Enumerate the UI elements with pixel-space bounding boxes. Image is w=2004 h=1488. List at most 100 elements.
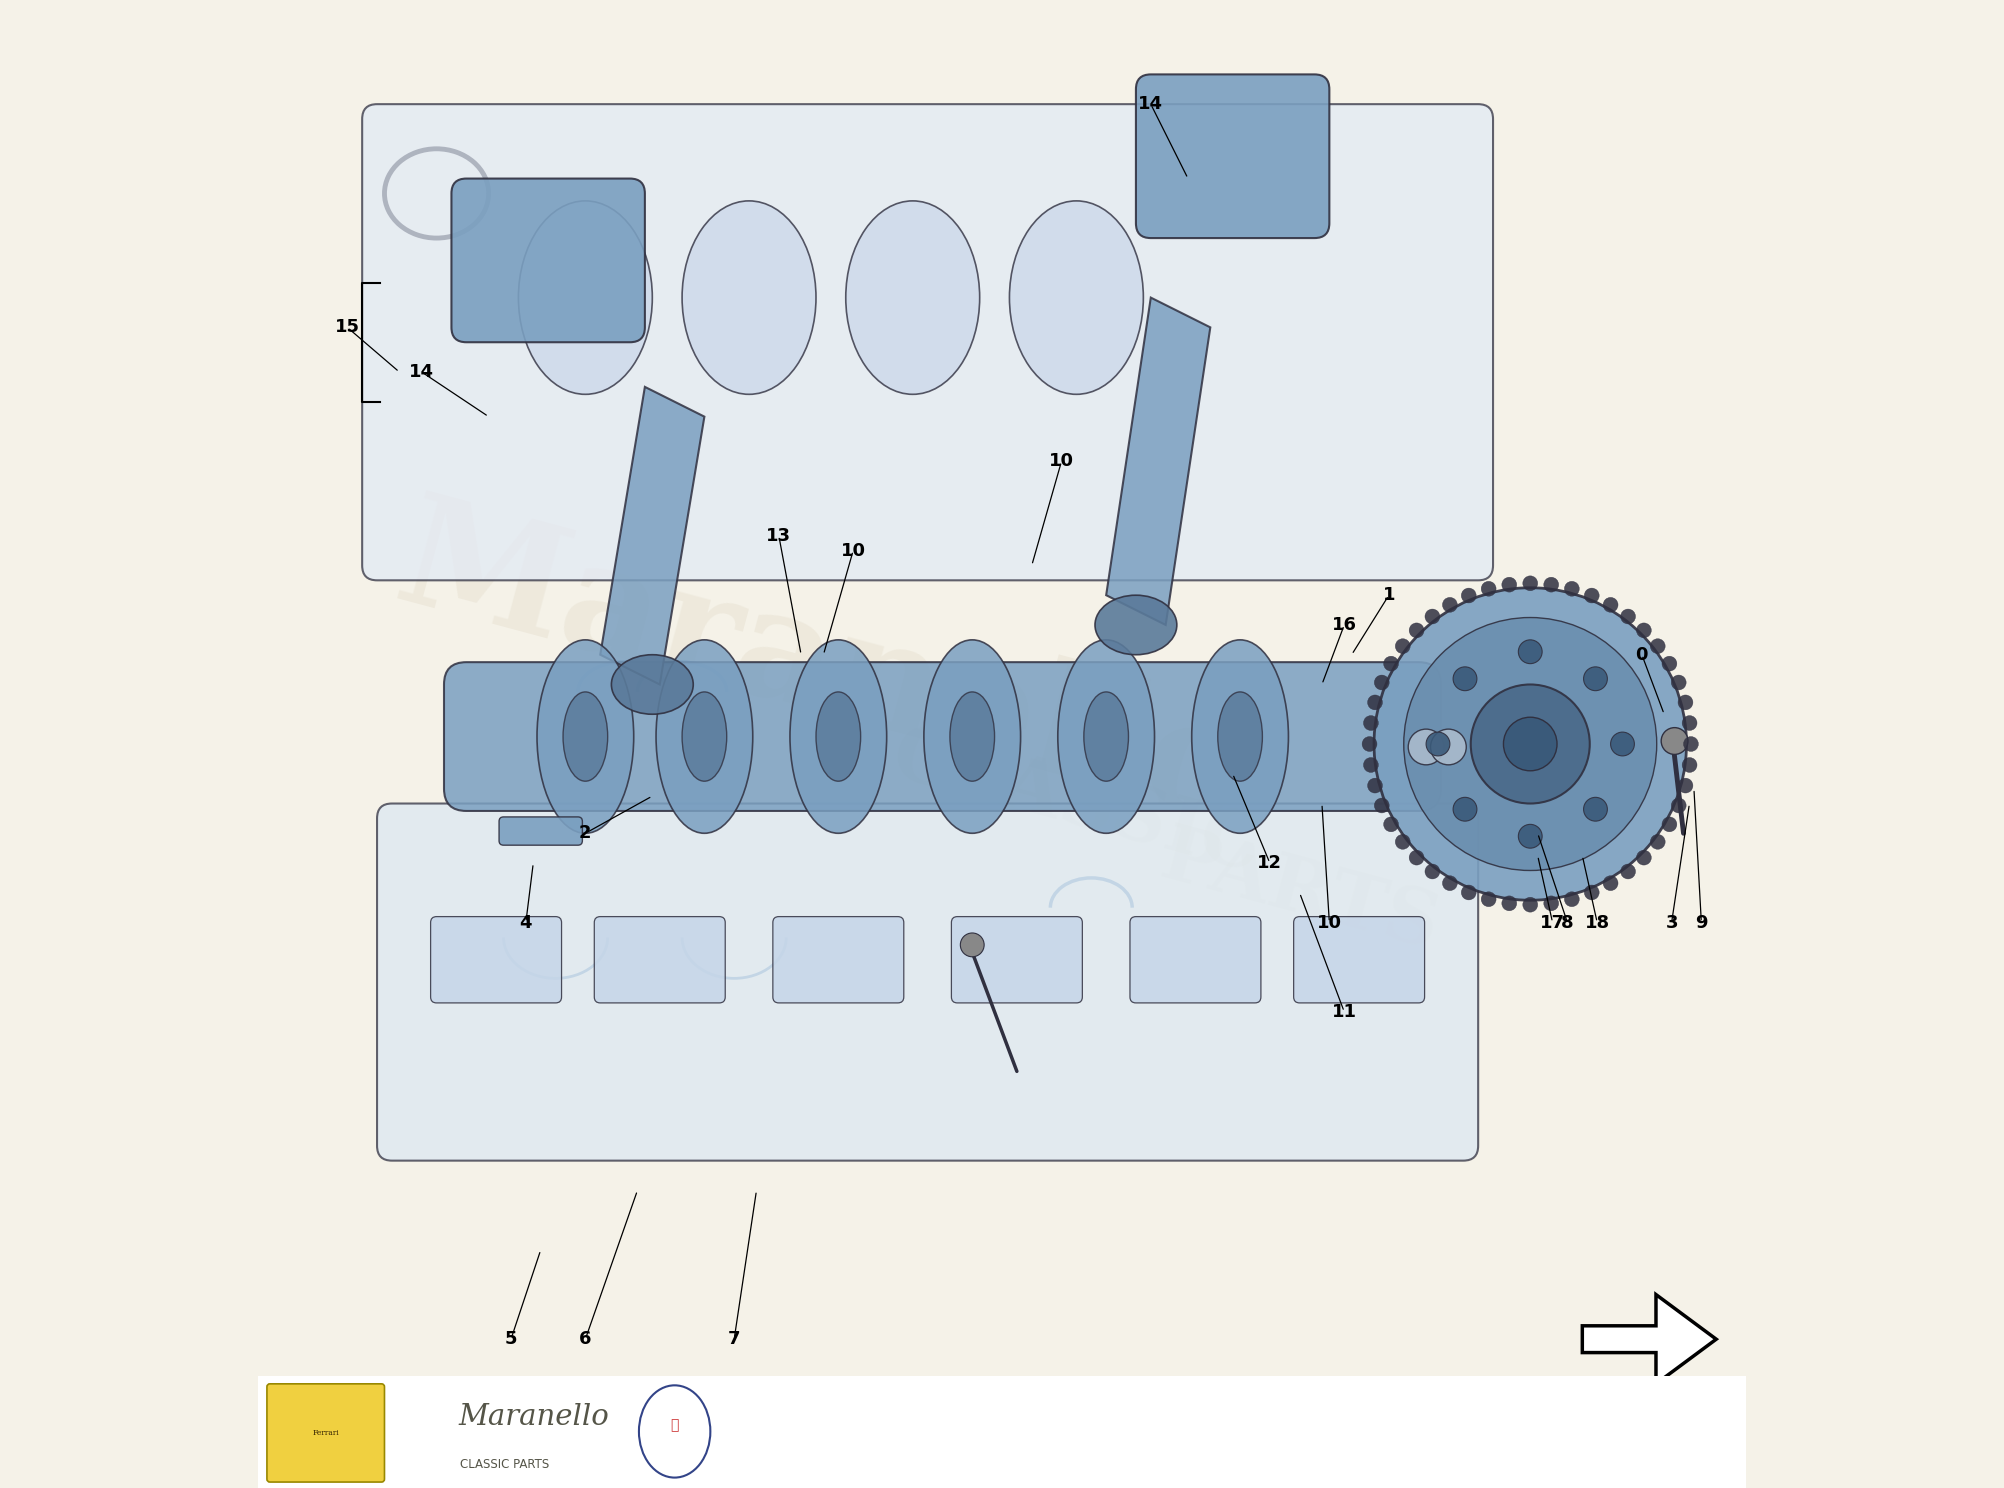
Circle shape <box>1677 695 1693 710</box>
Circle shape <box>1503 717 1557 771</box>
FancyBboxPatch shape <box>499 817 583 845</box>
Circle shape <box>1367 778 1383 793</box>
Text: 6: 6 <box>579 1330 591 1348</box>
Circle shape <box>1603 597 1617 612</box>
Circle shape <box>1585 885 1599 900</box>
Text: CLASSIC PARTS: CLASSIC PARTS <box>461 1458 549 1470</box>
Text: 5: 5 <box>505 1330 517 1348</box>
Circle shape <box>1523 897 1537 912</box>
Text: 11: 11 <box>1333 1003 1357 1021</box>
Ellipse shape <box>1218 692 1263 781</box>
Circle shape <box>1453 667 1477 690</box>
Text: 9: 9 <box>1695 914 1707 931</box>
Circle shape <box>1425 609 1439 623</box>
Circle shape <box>1651 638 1665 653</box>
Circle shape <box>1565 582 1579 597</box>
Circle shape <box>960 933 984 957</box>
Ellipse shape <box>1058 640 1154 833</box>
Ellipse shape <box>816 692 860 781</box>
Text: 13: 13 <box>766 527 792 545</box>
Circle shape <box>1363 716 1379 731</box>
Text: 3: 3 <box>1665 914 1677 931</box>
Circle shape <box>1585 588 1599 603</box>
Text: 1: 1 <box>1383 586 1395 604</box>
Text: 16: 16 <box>1333 616 1357 634</box>
Circle shape <box>1621 609 1635 623</box>
FancyBboxPatch shape <box>451 179 645 342</box>
Circle shape <box>1681 716 1697 731</box>
Circle shape <box>1481 891 1497 906</box>
Circle shape <box>1427 732 1449 756</box>
Circle shape <box>1543 577 1559 592</box>
Circle shape <box>1367 695 1383 710</box>
FancyBboxPatch shape <box>1295 917 1425 1003</box>
Circle shape <box>1363 737 1377 751</box>
Text: 0: 0 <box>1635 646 1647 664</box>
Circle shape <box>1395 835 1411 850</box>
FancyBboxPatch shape <box>431 917 561 1003</box>
Circle shape <box>1523 576 1537 591</box>
Ellipse shape <box>1084 692 1128 781</box>
Circle shape <box>1519 640 1543 664</box>
Circle shape <box>1671 676 1685 690</box>
Ellipse shape <box>950 692 994 781</box>
Circle shape <box>1425 865 1439 879</box>
Text: 10: 10 <box>1048 452 1074 470</box>
Text: 14: 14 <box>409 363 435 381</box>
Circle shape <box>1501 896 1517 911</box>
Ellipse shape <box>519 201 653 394</box>
Circle shape <box>1661 656 1677 671</box>
FancyBboxPatch shape <box>595 917 725 1003</box>
Ellipse shape <box>1192 640 1289 833</box>
Text: 8: 8 <box>1561 914 1573 931</box>
Circle shape <box>1409 623 1425 638</box>
Text: PARTS: PARTS <box>1152 820 1447 966</box>
Circle shape <box>1409 729 1445 765</box>
Circle shape <box>1683 737 1697 751</box>
Circle shape <box>1453 798 1477 821</box>
Text: 7: 7 <box>727 1330 739 1348</box>
Text: 4: 4 <box>519 914 533 931</box>
Circle shape <box>1671 798 1685 812</box>
Text: Maranello: Maranello <box>459 1403 609 1430</box>
Circle shape <box>1461 885 1477 900</box>
Text: 10: 10 <box>1317 914 1343 931</box>
Circle shape <box>1375 798 1389 812</box>
Text: Maranello: Maranello <box>383 485 1265 854</box>
Circle shape <box>1383 817 1399 832</box>
Circle shape <box>1621 865 1635 879</box>
Circle shape <box>1583 798 1607 821</box>
Ellipse shape <box>537 640 633 833</box>
Ellipse shape <box>1094 595 1176 655</box>
Circle shape <box>1443 597 1457 612</box>
Polygon shape <box>1583 1295 1715 1384</box>
Circle shape <box>1481 582 1497 597</box>
Text: ⯈: ⯈ <box>671 1418 679 1433</box>
Text: 2: 2 <box>579 824 591 842</box>
Circle shape <box>1611 732 1635 756</box>
Circle shape <box>1677 778 1693 793</box>
Circle shape <box>1383 656 1399 671</box>
Circle shape <box>1583 667 1607 690</box>
Ellipse shape <box>681 201 816 394</box>
Ellipse shape <box>924 640 1020 833</box>
Circle shape <box>1363 757 1379 772</box>
Circle shape <box>1565 891 1579 906</box>
Text: Ferrari: Ferrari <box>313 1428 341 1437</box>
Polygon shape <box>1106 298 1210 625</box>
Ellipse shape <box>655 640 754 833</box>
Text: CLASSIC: CLASSIC <box>884 719 1269 888</box>
Circle shape <box>1661 728 1687 754</box>
Circle shape <box>1637 850 1651 865</box>
Circle shape <box>1395 638 1411 653</box>
Ellipse shape <box>1010 201 1144 394</box>
Circle shape <box>1461 588 1477 603</box>
Circle shape <box>1661 817 1677 832</box>
FancyBboxPatch shape <box>774 917 904 1003</box>
FancyBboxPatch shape <box>363 104 1493 580</box>
Text: 10: 10 <box>842 542 866 559</box>
Text: 14: 14 <box>1138 95 1162 113</box>
Ellipse shape <box>681 692 727 781</box>
Text: 15: 15 <box>335 318 361 336</box>
FancyBboxPatch shape <box>1136 74 1329 238</box>
